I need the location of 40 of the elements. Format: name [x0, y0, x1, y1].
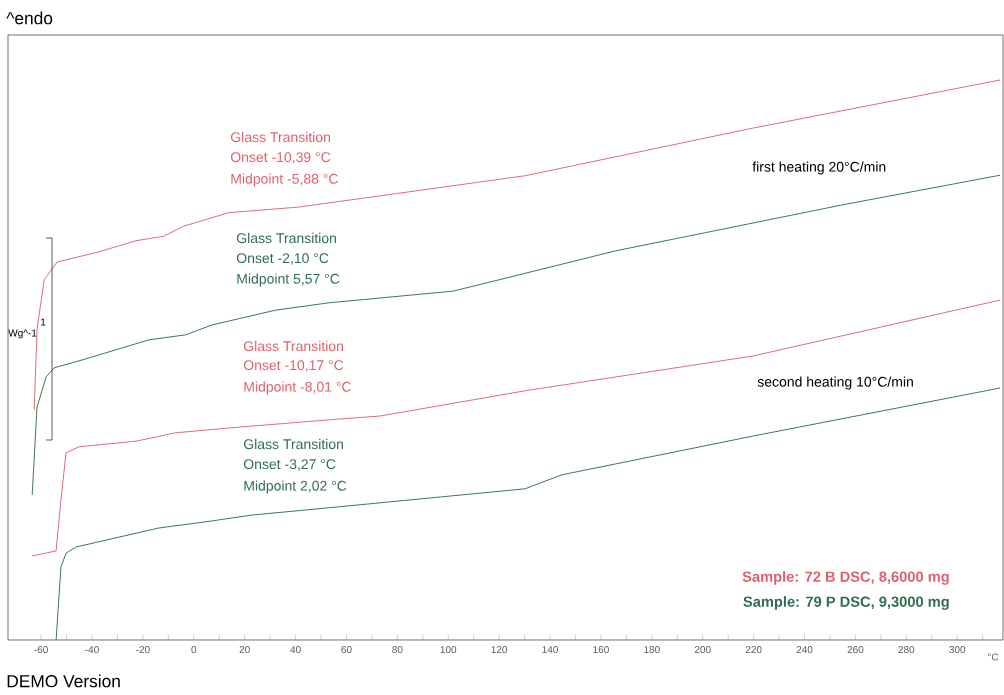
x-tick-label: -20: [136, 646, 150, 654]
x-tick-label: 280: [898, 646, 915, 654]
text: DEMO Version: [7, 674, 120, 688]
x-tick-label: 200: [694, 646, 711, 654]
x-tick-label: 160: [593, 646, 609, 654]
x-tick-label: 20: [239, 646, 250, 654]
annotation: Onset -3,27 °C: [243, 459, 336, 471]
x-tick-label: 180: [644, 646, 660, 654]
x-tick-label: 220: [745, 646, 762, 654]
x-tick-label: 240: [796, 646, 813, 654]
x-tick-label: 100: [440, 646, 457, 654]
x-tick-label: 40: [290, 646, 301, 654]
text: Sample: 79 P DSC, 9,3000 mg: [743, 596, 949, 610]
text: Sample: 72 B DSC, 8,6000 mg: [742, 571, 949, 585]
annotation: Wg^-1: [8, 329, 37, 339]
x-tick-label: 260: [847, 646, 864, 654]
x-tick-label: 140: [542, 646, 558, 654]
x-tick-label: 80: [392, 646, 403, 654]
annotation: 1: [41, 318, 46, 326]
annotation: Midpoint 5,57 °C: [237, 273, 340, 287]
x-tick-label: 60: [341, 646, 352, 654]
annotation: Onset -10,17 °C: [243, 360, 344, 372]
annotation: first heating 20°C/min: [752, 161, 886, 175]
annotation: Glass Transition: [230, 131, 330, 143]
annotation: second heating 10°C/min: [757, 376, 913, 390]
x-tick-label: 120: [491, 646, 508, 654]
x-tick-label: -40: [85, 646, 99, 654]
annotation: Midpoint -8,01 °C: [244, 381, 352, 395]
x-tick-label: -60: [34, 646, 48, 654]
x-axis-title: °C: [987, 653, 999, 661]
annotation: Midpoint -5,88 °C: [231, 173, 339, 187]
x-tick-label: 300: [949, 646, 966, 654]
text: ^endo: [6, 11, 53, 25]
annotation: Glass Transition: [243, 340, 343, 352]
annotation: Onset -2,10 °C: [236, 253, 329, 265]
x-tick-label: 0: [191, 646, 197, 654]
annotation: Glass Transition: [236, 232, 336, 244]
annotation: Glass Transition: [243, 438, 343, 450]
annotation: Onset -10,39 °C: [230, 152, 331, 164]
annotation: Midpoint 2,02 °C: [244, 480, 347, 494]
